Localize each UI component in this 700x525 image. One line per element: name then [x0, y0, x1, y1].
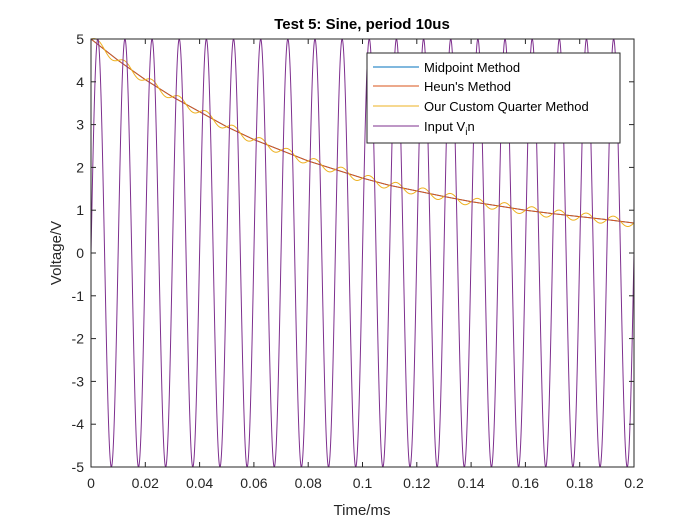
legend-label-custom-quarter: Our Custom Quarter Method: [424, 99, 589, 114]
legend-box: [366, 52, 621, 144]
y-axis-label: Voltage/V: [48, 221, 65, 285]
legend-label-input-tail: n: [467, 119, 474, 134]
y-tick-label: 1: [76, 202, 84, 218]
y-tick-label: -4: [72, 416, 85, 432]
y-tick-label: 4: [76, 74, 84, 90]
legend-label-input-sub: i: [465, 127, 467, 138]
series-line-input: [90, 38, 635, 468]
x-tick-label: 0.2: [624, 475, 644, 491]
chart-title: Test 5: Sine, period 10us: [274, 16, 450, 33]
y-tick-label: -5: [72, 459, 85, 475]
x-tick-label: 0.08: [295, 475, 322, 491]
y-tick-label: 5: [76, 31, 84, 47]
legend-label-input: Input Vin: [424, 119, 475, 138]
x-tick-label: 0.16: [512, 475, 539, 491]
x-tick-label: 0.12: [403, 475, 430, 491]
y-tick-label: 0: [76, 245, 84, 261]
legend-label-midpoint: Midpoint Method: [424, 60, 520, 75]
legend-label-heun: Heun's Method: [424, 79, 511, 94]
series-line-custom-quarter: [90, 38, 635, 227]
legend: Midpoint Method Heun's Method Our Custom…: [366, 52, 621, 144]
y-tick-label: 2: [76, 159, 84, 175]
series-layer: [90, 38, 635, 468]
y-tick-label: -3: [72, 373, 85, 389]
y-tick-label: -1: [72, 288, 85, 304]
x-axis-label: Time/ms: [334, 502, 391, 519]
y-tick-label: -2: [72, 331, 85, 347]
x-tick-label: 0.14: [457, 475, 484, 491]
x-tick-label: 0.06: [240, 475, 267, 491]
x-tick-label: 0.04: [186, 475, 213, 491]
ticks-layer: 0 0.02 0.04 0.06 0.08 0.1 0.12 0.14 0.16 0.18 0.2 5…: [72, 31, 644, 491]
x-tick-label: 0: [87, 475, 95, 491]
legend-label-input-main: Input V: [424, 119, 466, 134]
x-tick-label: 0.1: [353, 475, 373, 491]
x-tick-label: 0.18: [566, 475, 593, 491]
x-tick-label: 0.02: [132, 475, 159, 491]
y-tick-label: 3: [76, 117, 84, 133]
